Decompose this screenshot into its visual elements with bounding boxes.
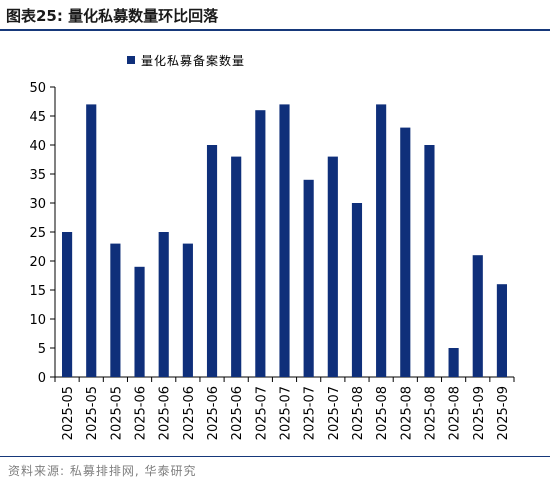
x-tick-label: 2025-08 [423, 386, 438, 440]
y-tick-label: 35 [29, 168, 46, 183]
x-axis: 2025-05 2025-05 2025-05 2025-06 2025-06 2025-… [54, 376, 515, 440]
bar [231, 156, 242, 377]
y-tick-label: 10 [29, 313, 46, 328]
footer-rule [0, 456, 550, 457]
x-tick-label: 2025-09 [472, 386, 487, 440]
x-tick-label: 2025-08 [375, 386, 390, 440]
bar [376, 104, 387, 378]
bar [424, 145, 435, 377]
bar [182, 243, 193, 377]
y-tick-label: 20 [29, 255, 46, 270]
legend-swatch [127, 56, 135, 64]
bar [62, 232, 73, 377]
bar [448, 348, 459, 377]
title-rule [0, 29, 550, 31]
x-tick-label: 2025-05 [61, 386, 76, 440]
y-tick-label: 0 [38, 371, 46, 386]
source-note: 资料来源: 私募排排网, 华泰研究 [8, 464, 197, 478]
bar [110, 243, 121, 377]
bar [86, 104, 97, 378]
x-tick-label: 2025-08 [351, 386, 366, 440]
x-tick-label: 2025-05 [109, 386, 124, 440]
bar [303, 179, 314, 377]
x-tick-label: 2025-09 [496, 386, 511, 440]
bar [279, 104, 290, 378]
x-tick-label: 2025-07 [254, 386, 269, 440]
y-tick-label: 50 [29, 81, 46, 96]
y-tick-label: 5 [38, 342, 46, 357]
legend-label: 量化私募备案数量 [141, 53, 245, 68]
figure-title: 图表25: 量化私募数量环比回落 [6, 7, 219, 25]
x-tick-label: 2025-06 [206, 386, 221, 440]
y-axis: 0 5 10 15 20 25 30 35 40 45 50 [29, 81, 56, 386]
y-tick-label: 25 [29, 226, 46, 241]
x-tick-label: 2025-07 [327, 386, 342, 440]
x-tick-label: 2025-07 [279, 386, 294, 440]
y-tick-label: 30 [29, 197, 46, 212]
bar [206, 145, 218, 377]
legend: 量化私募备案数量 [127, 53, 245, 68]
y-tick-label: 45 [29, 110, 46, 125]
x-tick-label: 2025-05 [85, 386, 100, 440]
bar [158, 232, 169, 377]
y-tick-label: 40 [29, 139, 46, 154]
x-tick-label: 2025-07 [303, 386, 318, 440]
bars [62, 104, 507, 378]
x-tick-label: 2025-06 [230, 386, 245, 440]
x-tick-label: 2025-06 [134, 386, 149, 440]
y-tick-label: 15 [29, 284, 46, 299]
bar [327, 156, 338, 377]
bar [255, 110, 266, 377]
bar [400, 127, 411, 377]
x-tick-label: 2025-06 [182, 386, 197, 440]
bar [496, 284, 507, 377]
bar [134, 266, 145, 377]
bar [351, 203, 363, 377]
x-tick-label: 2025-08 [448, 386, 463, 440]
bar [472, 255, 483, 377]
x-tick-label: 2025-06 [158, 386, 173, 440]
x-tick-label: 2025-08 [399, 386, 414, 440]
